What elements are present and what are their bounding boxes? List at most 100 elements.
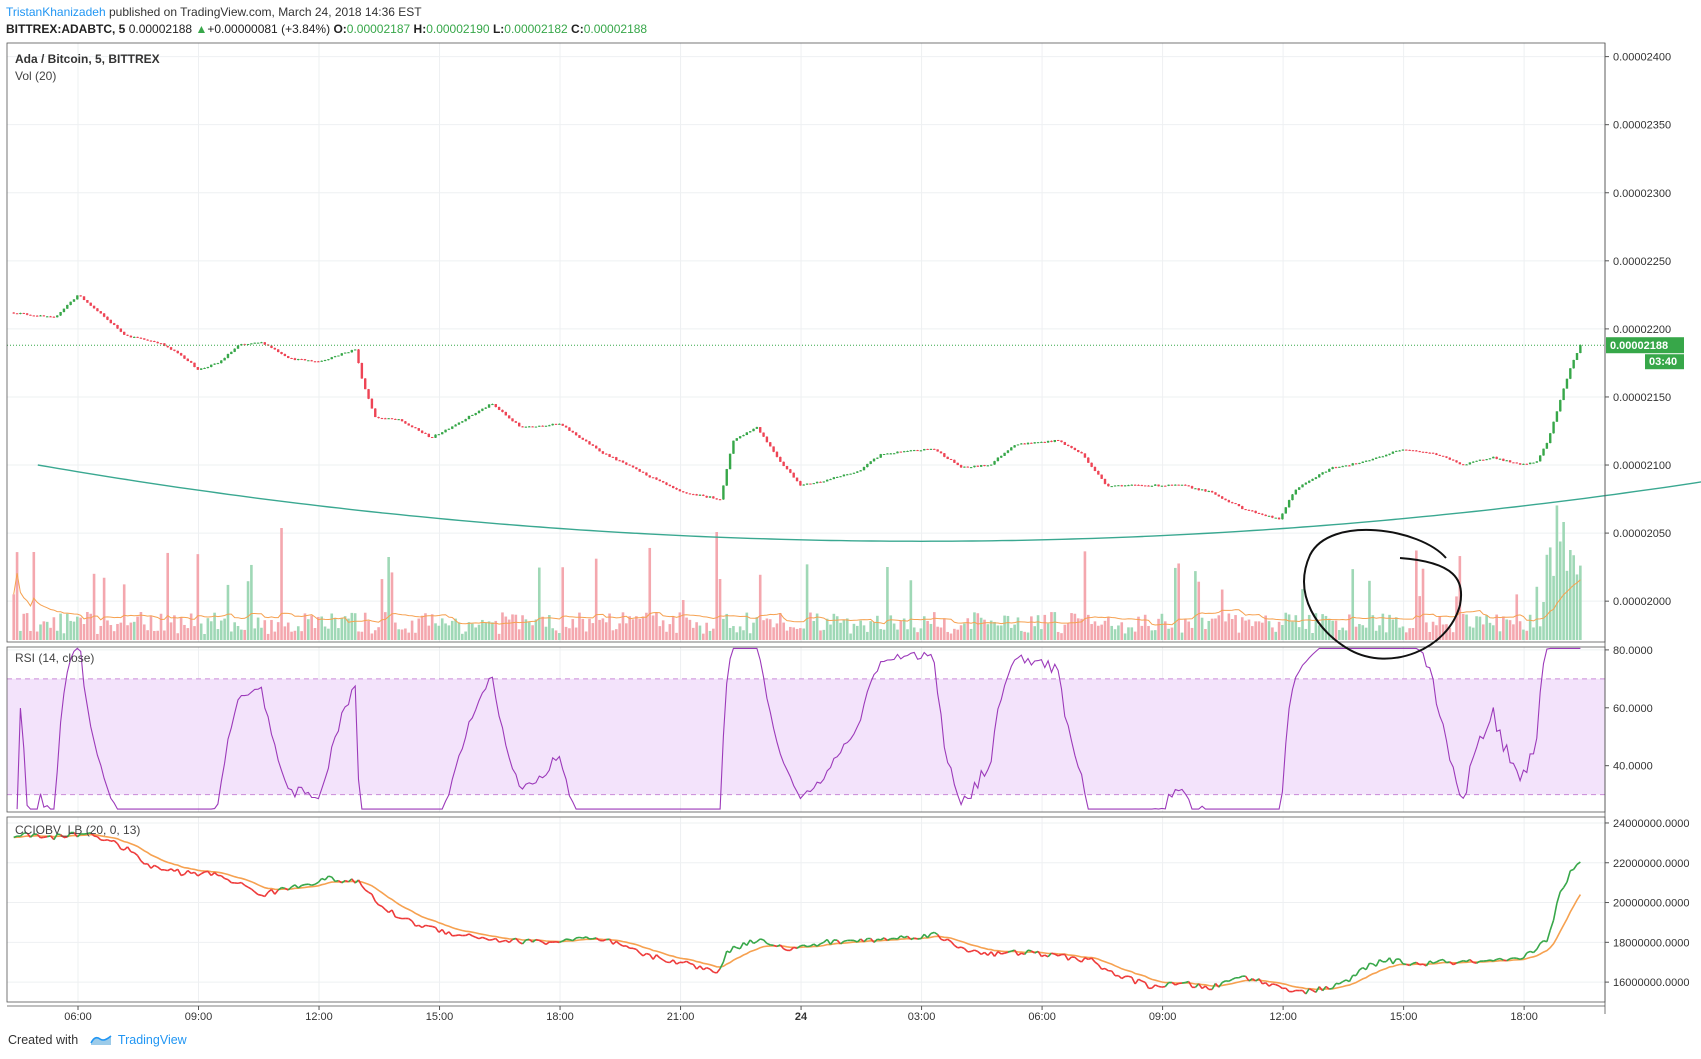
candle-body — [323, 360, 327, 362]
candle-body — [725, 469, 728, 486]
volume-bar — [1207, 620, 1211, 640]
candle-body — [1110, 486, 1113, 488]
candle-body — [340, 353, 343, 356]
volume-bar — [1502, 616, 1505, 640]
cciobv-segment — [990, 951, 996, 957]
cciobv-segment — [1047, 952, 1053, 958]
volume-bar — [678, 612, 682, 640]
cciobv-segment — [224, 877, 229, 881]
candle-body — [722, 485, 725, 500]
cciobv-segment — [896, 935, 902, 940]
volume-bar — [293, 630, 297, 640]
volume-bar — [454, 618, 457, 640]
candle-body — [1569, 368, 1572, 379]
volume-bar — [524, 619, 528, 640]
candle-body — [173, 349, 176, 351]
volume-bar — [1234, 615, 1237, 640]
volume-bar — [943, 618, 946, 640]
cciobv-segment — [736, 947, 741, 950]
cciobv-segment — [331, 876, 336, 882]
volume-bar — [1157, 618, 1160, 640]
candle-body — [216, 363, 220, 365]
volume-bar — [250, 564, 253, 640]
candle-body — [176, 350, 179, 354]
volume-bar — [317, 616, 320, 640]
volume-bar — [775, 623, 779, 640]
cciobv-segment — [913, 937, 918, 940]
candle-body — [183, 355, 186, 359]
chart-svg[interactable]: 0.00002400 0.00002350 0.00002300 0.00002250… — [0, 40, 1701, 1022]
candle-body — [1174, 484, 1177, 486]
candle-body — [695, 494, 698, 496]
candle-body — [297, 359, 300, 361]
tradingview-brand-link[interactable]: TradingView — [117, 1033, 187, 1047]
cciobv-segment — [753, 940, 758, 945]
volume-bar — [611, 630, 615, 640]
volume-bar — [1043, 614, 1047, 640]
candle-body — [809, 483, 812, 485]
candle-body — [29, 314, 32, 316]
volume-bar — [22, 613, 26, 640]
candle-body — [1050, 440, 1053, 442]
volume-ma-line — [13, 573, 1581, 626]
volume-bar — [916, 632, 919, 640]
candle-body — [507, 415, 511, 419]
rounding-bottom-curve — [37, 464, 1701, 543]
volume-bar — [1492, 625, 1495, 640]
cciobv-segment — [793, 946, 798, 950]
candle-body — [648, 475, 651, 478]
change-value: +0.00000081 (+3.84%) — [207, 22, 331, 36]
volume-bar — [1304, 628, 1308, 640]
volume-bar — [1050, 612, 1053, 640]
author-link[interactable]: TristanKhanizadeh — [6, 5, 106, 19]
candle-body — [1277, 517, 1281, 520]
candle-body — [52, 316, 56, 318]
volume-bar — [300, 631, 303, 640]
cciobv-segment — [357, 879, 363, 887]
candle-body — [1247, 509, 1251, 511]
candle-body — [32, 315, 36, 317]
volume-bar — [501, 612, 504, 640]
volume-bar — [357, 631, 360, 640]
cciobv-segment — [458, 934, 463, 937]
cciobv-segment — [93, 835, 98, 838]
candle-body — [732, 440, 735, 454]
volume-bar — [52, 617, 56, 640]
candle-body — [993, 461, 996, 465]
volume-bar — [1076, 618, 1080, 640]
cciobv-segment — [254, 891, 259, 896]
volume-bar — [675, 632, 678, 640]
candle-body — [862, 467, 866, 471]
tradingview-logo-icon — [89, 1035, 112, 1045]
volume-bar — [949, 633, 953, 640]
volume-bar — [1411, 628, 1415, 640]
candle-body — [1020, 443, 1023, 445]
volume-bar — [748, 633, 752, 640]
candle-body — [62, 308, 66, 313]
cciobv-segment — [1449, 961, 1454, 966]
volume-bar — [574, 627, 578, 640]
candle-body — [1013, 445, 1016, 448]
volume-bar — [514, 614, 518, 640]
cciobv-segment — [478, 936, 483, 940]
cciobv-segment — [1248, 978, 1253, 982]
last-price: 0.00002188 — [128, 22, 193, 36]
candle-body — [1130, 484, 1133, 486]
cciobv-segment — [930, 931, 935, 935]
candle-body — [933, 448, 936, 450]
chart-area[interactable]: 0.00002400 0.00002350 0.00002300 0.00002250… — [0, 40, 1701, 1022]
cciobv-segment — [1011, 949, 1015, 952]
candle-body — [220, 360, 223, 364]
candle-body — [856, 471, 859, 473]
candle-body — [836, 476, 839, 478]
candle-body — [1257, 512, 1261, 514]
candle-body — [923, 448, 926, 451]
cciobv-segment — [957, 946, 962, 949]
cciobv-segment — [632, 947, 637, 951]
volume-bar — [169, 622, 173, 640]
price-tick-label: 0.00002000 — [1613, 596, 1671, 608]
cciobv-segment — [987, 951, 992, 956]
cciobv-segment — [1489, 959, 1494, 962]
volume-bar — [86, 612, 89, 640]
volume-bar — [39, 624, 42, 640]
